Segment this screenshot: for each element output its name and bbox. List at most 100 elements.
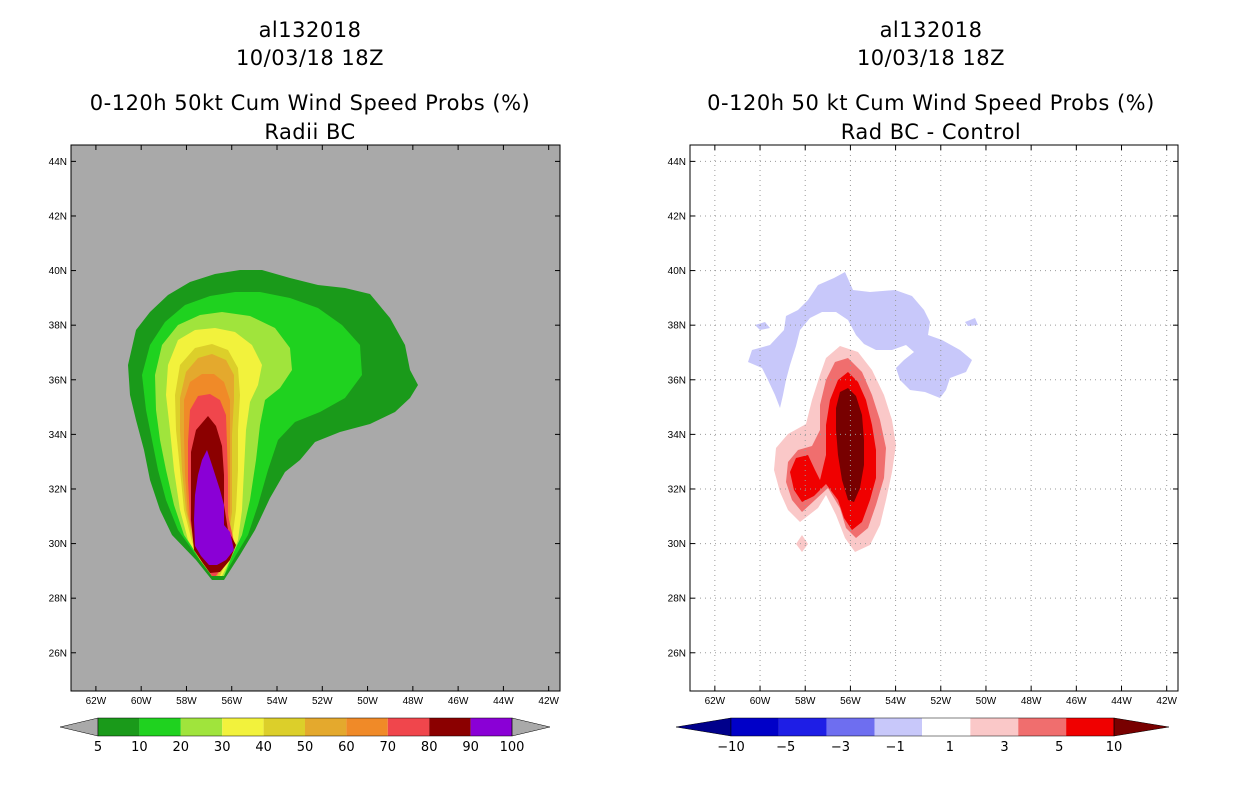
colorbar-swatch bbox=[139, 718, 181, 736]
colorbar-label: −5 bbox=[776, 740, 795, 755]
lat-tick-label: 44N bbox=[49, 157, 67, 168]
lat-tick-label: 42N bbox=[49, 211, 67, 222]
left-header-date: 10/03/18 18Z bbox=[235, 46, 385, 70]
lon-tick-label: 50W bbox=[976, 696, 997, 707]
colorbar-label: 40 bbox=[255, 740, 272, 755]
colorbar-label: 10 bbox=[1106, 740, 1123, 755]
colorbar-swatch bbox=[1018, 718, 1067, 736]
right-longitude-axis: 62W 60W 58W 56W 54W 52W 50W 48W 46W 44W 42W bbox=[705, 145, 1178, 707]
lat-tick-label: 32N bbox=[668, 484, 686, 495]
lon-tick-label: 44W bbox=[493, 696, 514, 707]
colorbar-label: 50 bbox=[297, 740, 314, 755]
left-latitude-axis: 44N 42N 40N 38N 36N 34N 32N 30N 28N 26N bbox=[49, 157, 560, 659]
lon-tick-label: 58W bbox=[795, 696, 816, 707]
colorbar-swatch bbox=[778, 718, 827, 736]
right-map-frame bbox=[689, 144, 1179, 692]
contour-negative-1-to-3 bbox=[748, 272, 972, 408]
lat-tick-label: 40N bbox=[668, 266, 686, 277]
colorbar-label: 3 bbox=[1000, 740, 1008, 755]
lat-tick-label: 26N bbox=[668, 648, 686, 659]
lon-tick-label: 50W bbox=[357, 696, 378, 707]
lon-tick-label: 56W bbox=[221, 696, 242, 707]
lat-tick-label: 32N bbox=[49, 484, 67, 495]
colorbar-swatch bbox=[222, 718, 264, 736]
colorbar-swatch bbox=[731, 718, 779, 736]
right-chart-title: 0-120h 50 kt Cum Wind Speed Probs (%) bbox=[707, 91, 1155, 115]
lon-tick-label: 48W bbox=[1021, 696, 1042, 707]
lon-tick-label: 62W bbox=[86, 696, 107, 707]
colorbar-under-arrow bbox=[675, 717, 732, 737]
colorbar-label: 90 bbox=[462, 740, 479, 755]
lon-tick-label: 52W bbox=[312, 696, 333, 707]
contour-positive-1-to-3-small bbox=[796, 535, 808, 552]
left-longitude-axis: 62W 60W 58W 56W 54W 52W 50W 48W 46W 44W 42W bbox=[86, 145, 560, 707]
lat-tick-label: 26N bbox=[49, 648, 67, 659]
lon-tick-label: 54W bbox=[885, 696, 906, 707]
right-map-background bbox=[690, 145, 1178, 691]
left-chart-subtitle: Radii BC bbox=[264, 120, 356, 144]
colorbar-label: −1 bbox=[886, 740, 905, 755]
lon-tick-label: 60W bbox=[131, 696, 152, 707]
lat-tick-label: 38N bbox=[668, 321, 686, 332]
lon-tick-label: 58W bbox=[176, 696, 197, 707]
lat-tick-label: 28N bbox=[668, 594, 686, 605]
colorbar-frame bbox=[730, 717, 1115, 737]
lat-tick-label: 44N bbox=[668, 157, 686, 168]
lon-tick-label: 56W bbox=[840, 696, 861, 707]
lat-tick-label: 30N bbox=[668, 539, 686, 550]
colorbar-swatch bbox=[429, 718, 471, 736]
colorbar-label: 20 bbox=[173, 740, 190, 755]
lat-tick-label: 34N bbox=[668, 430, 686, 441]
colorbar-label: 60 bbox=[338, 740, 355, 755]
right-map-panel: 44N 42N 40N 38N 36N 34N 32N 30N 28N 26N 62W 60W 58W… bbox=[668, 144, 1179, 755]
left-header-id: al132018 bbox=[258, 18, 362, 42]
colorbar-over-arrow bbox=[511, 717, 551, 737]
lon-tick-label: 46W bbox=[1066, 696, 1087, 707]
lat-tick-label: 42N bbox=[668, 211, 686, 222]
colorbar-label: −3 bbox=[831, 740, 850, 755]
left-chart-title: 0-120h 50kt Cum Wind Speed Probs (%) bbox=[89, 91, 531, 115]
lon-tick-label: 60W bbox=[750, 696, 771, 707]
colorbar-label: 1 bbox=[946, 740, 954, 755]
colorbar-swatch bbox=[98, 718, 140, 736]
lat-tick-label: 38N bbox=[49, 321, 67, 332]
colorbar-label: 10 bbox=[131, 740, 148, 755]
colorbar-label: 5 bbox=[94, 740, 102, 755]
left-probability-contours bbox=[128, 270, 418, 580]
colorbar-label: 30 bbox=[214, 740, 231, 755]
lon-tick-label: 42W bbox=[1156, 696, 1177, 707]
colorbar-swatch bbox=[387, 718, 430, 736]
lon-tick-label: 62W bbox=[705, 696, 726, 707]
colorbar-label: −10 bbox=[717, 740, 744, 755]
colorbar-swatch bbox=[305, 718, 347, 736]
right-graticule bbox=[690, 145, 1178, 691]
right-difference-contours bbox=[748, 272, 978, 552]
lat-tick-label: 30N bbox=[49, 539, 67, 550]
lon-tick-label: 46W bbox=[448, 696, 469, 707]
colorbar-swatch bbox=[1066, 718, 1114, 736]
colorbar-swatch bbox=[826, 718, 875, 736]
lon-tick-label: 48W bbox=[403, 696, 424, 707]
right-header-id: al132018 bbox=[879, 18, 983, 42]
right-colorbar: −10 −5 −3 −1 1 3 5 10 bbox=[675, 717, 1170, 755]
lat-tick-label: 28N bbox=[49, 594, 67, 605]
lat-tick-label: 40N bbox=[49, 266, 67, 277]
colorbar-label: 70 bbox=[380, 740, 397, 755]
lat-tick-label: 36N bbox=[49, 375, 67, 386]
lat-tick-label: 34N bbox=[49, 430, 67, 441]
left-colorbar: 5 10 20 30 40 50 60 70 80 90 100 bbox=[59, 717, 551, 755]
contour-90-percent bbox=[194, 450, 234, 565]
colorbar-swatch bbox=[874, 718, 923, 736]
left-map-panel: 44N 42N 40N 38N 36N 34N 32N 30N 28N 26N 62W 60W 58W… bbox=[49, 144, 561, 755]
colorbar-label: 80 bbox=[421, 740, 438, 755]
colorbar-swatch bbox=[263, 718, 305, 736]
colorbar-swatch bbox=[922, 717, 971, 737]
colorbar-label: 5 bbox=[1055, 740, 1063, 755]
lat-tick-label: 36N bbox=[668, 375, 686, 386]
colorbar-over-arrow bbox=[1113, 717, 1170, 737]
right-chart-subtitle: Rad BC - Control bbox=[840, 120, 1022, 144]
colorbar-frame bbox=[97, 717, 513, 737]
lon-tick-label: 42W bbox=[538, 696, 559, 707]
colorbar-swatch bbox=[470, 718, 512, 736]
